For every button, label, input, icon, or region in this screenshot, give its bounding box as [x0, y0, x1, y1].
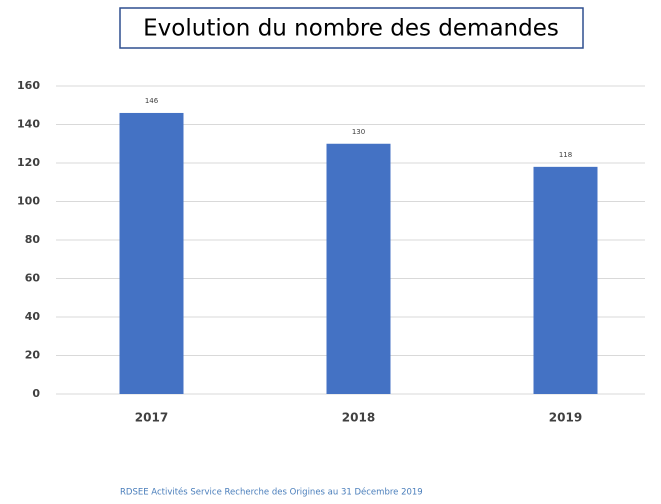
- x-tick-label: 2017: [135, 411, 168, 425]
- y-tick-label: 120: [17, 156, 40, 169]
- footnote: RDSEE Activités Service Recherche des Or…: [120, 487, 423, 498]
- y-tick-label: 20: [25, 349, 41, 362]
- y-tick-label: 60: [25, 272, 41, 285]
- data-label: 118: [559, 151, 572, 159]
- y-tick-label: 40: [25, 310, 41, 323]
- title-box: [119, 7, 584, 49]
- y-tick-label: 80: [25, 233, 41, 246]
- x-tick-label: 2019: [549, 411, 582, 425]
- data-label: 146: [145, 97, 159, 105]
- y-tick-label: 0: [32, 387, 40, 400]
- y-tick-label: 100: [17, 195, 40, 208]
- bar: [326, 143, 391, 394]
- y-tick-label: 160: [17, 79, 40, 92]
- data-label: 130: [352, 128, 365, 136]
- bar: [119, 112, 184, 394]
- bar: [533, 166, 598, 394]
- y-tick-label: 140: [17, 118, 40, 131]
- chart-title: Evolution du nombre des demandes: [143, 16, 559, 42]
- x-tick-label: 2018: [342, 411, 375, 425]
